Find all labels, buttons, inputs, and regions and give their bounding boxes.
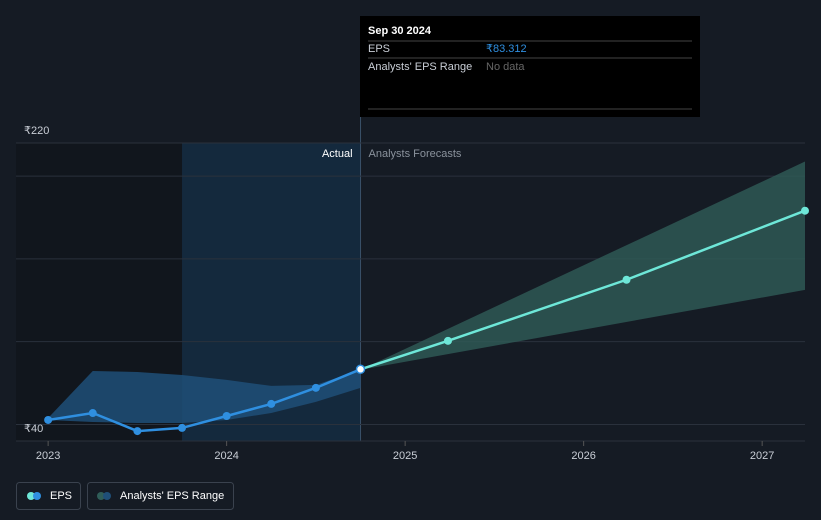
annotation: Actual [322,148,353,160]
legend-icon [103,492,111,500]
legend-icon [33,492,41,500]
legend-item[interactable] [87,482,234,510]
point [311,383,320,392]
tooltip-box [360,16,700,117]
tooltip-value: No data [486,61,525,73]
point [355,364,366,375]
x-tick-label: 2024 [214,450,238,462]
point [267,399,276,408]
point [88,409,97,418]
y-tick-label: ₹40 [24,423,43,435]
tooltip-date: Sep 30 2024 [368,25,432,37]
line [47,368,361,433]
x-tick-label: 2025 [393,450,417,462]
tooltip: Sep 30 2024 EPS ₹83.312 Analysts' EPS Ra… [360,16,700,117]
y-tick-label: ₹220 [24,125,49,137]
tooltip-value: ₹83.312 [486,43,527,55]
tooltip-label: Analysts' EPS Range [368,61,472,73]
legend-icon [27,492,35,500]
x-tick-label: 2023 [36,450,60,462]
range-area [360,161,805,370]
legend: EPS Analysts' EPS Range [16,482,234,510]
legend-item[interactable] [16,482,81,510]
point [44,415,53,424]
annotation: Analysts Forecasts [369,148,462,160]
plot: ₹40 ₹220 2023 2024 2025 2026 2027 Actual Analyst… [16,16,809,462]
x-tick-label: 2026 [571,450,595,462]
point [178,423,187,432]
legend-icon [97,492,105,500]
point [222,412,231,421]
tooltip-label: EPS [368,43,390,55]
point [443,336,452,345]
legend-label: EPS [50,490,72,502]
x-tick-label: 2027 [750,450,774,462]
point [133,427,142,436]
legend-label: Analysts' EPS Range [120,490,224,502]
range-area [48,369,361,423]
point [622,275,631,284]
point [801,206,809,215]
line [360,209,806,371]
